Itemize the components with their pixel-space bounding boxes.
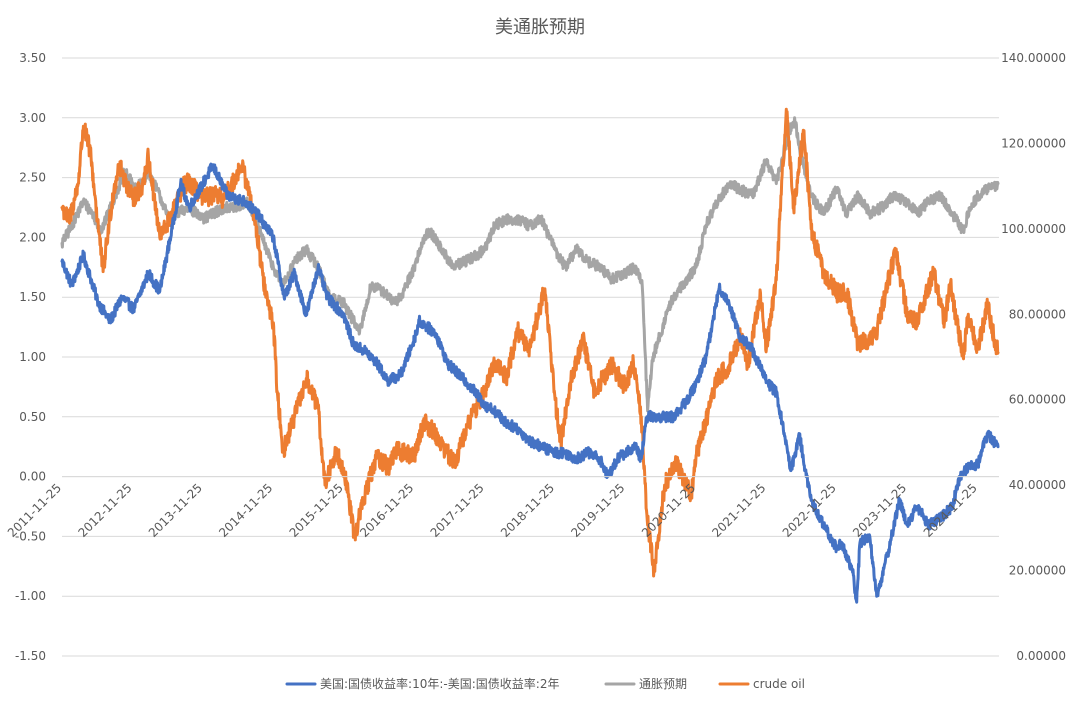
series-line-2 xyxy=(60,107,1000,578)
y-left-tick-label: 0.00 xyxy=(19,470,46,484)
legend-label: crude oil xyxy=(753,677,805,691)
y-left-tick-label: 3.50 xyxy=(19,51,46,65)
legend: 美国:国债收益率:10年:-美国:国债收益率:2年 通胀预期 crude oil xyxy=(285,676,805,691)
y-axis-right: 140.00000 120.00000 100.00000 80.00000 60.00… xyxy=(1001,51,1066,663)
y-right-tick-label: 40.00000 xyxy=(1009,478,1066,492)
series-line-0 xyxy=(60,162,1000,604)
y-right-tick-label: 100.00000 xyxy=(1001,222,1066,236)
y-axis-left: 3.50 3.00 2.50 2.00 1.50 1.00 0.50 0.00 -0.50 -1.… xyxy=(15,51,46,663)
y-right-tick-label: 0.00000 xyxy=(1016,649,1066,663)
legend-label: 美国:国债收益率:10年:-美国:国债收益率:2年 xyxy=(320,676,559,691)
y-right-tick-label: 60.00000 xyxy=(1009,393,1066,407)
chart-title: 美通胀预期 xyxy=(495,17,585,38)
y-right-tick-label: 120.00000 xyxy=(1001,136,1066,150)
y-left-tick-label: 1.50 xyxy=(19,290,46,304)
plot-area xyxy=(60,107,1000,604)
y-left-tick-label: 0.50 xyxy=(19,410,46,424)
y-left-tick-label: 1.00 xyxy=(19,350,46,364)
y-left-tick-label: 2.00 xyxy=(19,230,46,244)
y-right-tick-label: 80.00000 xyxy=(1009,307,1066,321)
series-line-1 xyxy=(60,116,1000,413)
legend-label: 通胀预期 xyxy=(639,677,687,691)
y-right-tick-label: 140.00000 xyxy=(1001,51,1066,65)
y-left-tick-label: -0.50 xyxy=(15,529,46,543)
y-left-tick-label: 2.50 xyxy=(19,171,46,185)
y-left-tick-label: -1.00 xyxy=(15,589,46,603)
y-right-tick-label: 20.00000 xyxy=(1009,564,1066,578)
y-left-tick-label: -1.50 xyxy=(15,649,46,663)
y-left-tick-label: 3.00 xyxy=(19,111,46,125)
